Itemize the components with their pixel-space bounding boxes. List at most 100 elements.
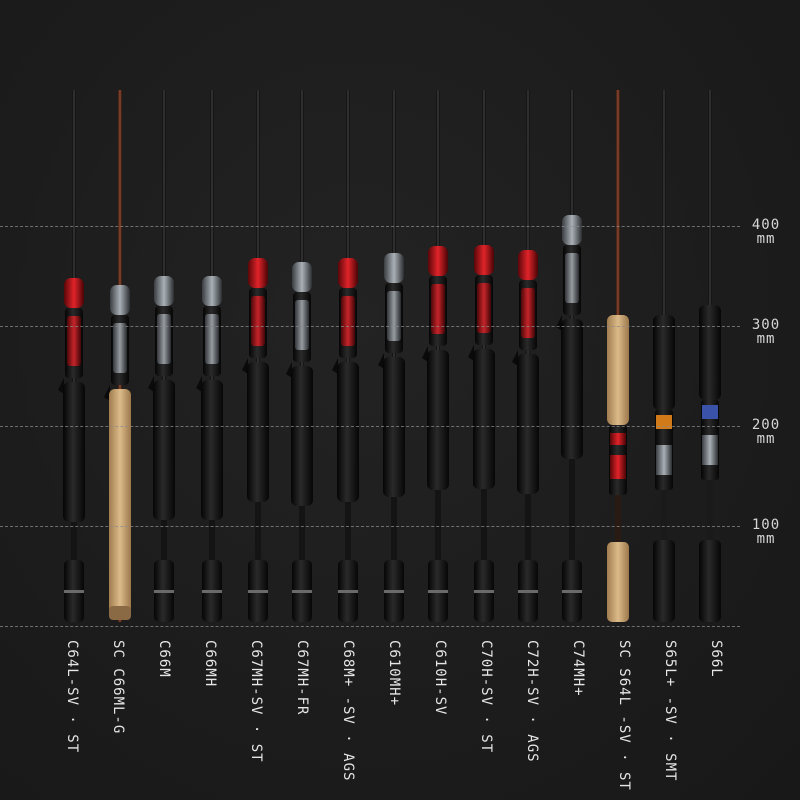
butt-ring-3 [202,590,222,593]
rear-blank-2 [161,520,167,560]
rod-label-c70h: C70H-SV · ST [478,640,494,754]
trigger-7 [378,353,384,369]
rod-label-c64l: C64L-SV · ST [64,640,80,754]
reel-seat-nut-6 [338,258,358,288]
butt-ring-6 [338,590,358,593]
reel-seat-nut-5 [292,262,312,292]
gridline-400mm [0,226,740,227]
rod-label-sc-s64l: SC S64L -SV · ST [616,640,632,791]
seat-accent-12 [610,433,626,445]
reel-seat-nut-0 [64,278,84,308]
rear-grip-2 [153,380,175,520]
trigger-11 [556,315,562,331]
scale-unit: mm [756,431,776,447]
scale-unit: mm [756,231,776,247]
rod-label-c72h: C72H-SV · AGS [524,640,540,763]
rear-grip-1 [109,389,131,620]
seat-accent-10 [521,288,535,338]
rod-blank-7 [392,90,396,622]
reel-seat-nut-2 [154,276,174,306]
scale-label-400: 400 mm [746,218,786,246]
rear-grip-3 [201,380,223,520]
seat-accent-0 [67,316,81,366]
rear-blank-10 [525,494,531,560]
reel-seat-nut-7 [384,253,404,283]
trigger-2 [148,376,154,392]
fore-grip-14 [699,305,721,400]
rod-label-c74mh: C74MH+ [570,640,586,697]
rear-blank-4 [255,502,261,560]
gridline-baseline [0,626,740,627]
trigger-1 [104,385,110,401]
rear-blank-5 [299,506,305,560]
seat-accent-12 [610,455,626,479]
butt-ring-4 [248,590,268,593]
rod-label-c610mh: C610MH+ [386,640,402,707]
scale-value: 400 [751,217,781,233]
rear-blank-12 [615,495,621,545]
butt-ring-2 [154,590,174,593]
seat-accent-5 [295,300,309,350]
seat-accent-8 [431,284,445,334]
trigger-3 [196,376,202,392]
rod-label-c67mh-fr: C67MH-FR [294,640,310,716]
seat-accent-1 [113,323,127,373]
seat-accent-14 [702,405,718,419]
rear-grip-5 [291,366,313,506]
rear-blank-11 [569,459,575,560]
rear-grip-8 [427,350,449,490]
trigger-10 [512,350,518,366]
seat-accent-3 [205,314,219,364]
seat-accent-9 [477,283,491,333]
butt-ring-11 [562,590,582,593]
rear-grip-6 [337,362,359,502]
rear-grip-10 [517,354,539,494]
rear-blank-7 [391,497,397,560]
seat-accent-11 [565,253,579,303]
trigger-5 [286,362,292,378]
butt-ring-10 [518,590,538,593]
seat-accent-2 [157,314,171,364]
rear-grip-4 [247,362,269,502]
seat-accent-13 [656,415,672,429]
rear-grip-11 [561,319,583,459]
seat-hood-14 [702,435,718,465]
rear-blank-8 [435,490,441,560]
reel-seat-nut-8 [428,246,448,276]
scale-unit: mm [756,331,776,347]
butt-ring-8 [428,590,448,593]
rear-blank-0 [71,522,77,560]
rear-blank-14 [707,480,713,540]
rear-blank-13 [661,490,667,550]
scale-label-200: 200 mm [746,418,786,446]
butt-ring-0 [64,590,84,593]
trigger-0 [58,378,64,394]
scale-value: 300 [751,317,781,333]
rod-label-c67mh-sv: C67MH-SV · ST [248,640,264,763]
rod-label-c68m: C68M+ -SV · AGS [340,640,356,782]
trigger-9 [468,345,474,361]
rear-blank-9 [481,489,487,560]
fore-grip-cork-12 [607,315,629,425]
seat-hood-13 [656,445,672,475]
butt-ring-5 [292,590,312,593]
trigger-4 [242,358,248,374]
butt-grip-14 [699,540,721,622]
rod-label-c610h: C610H-SV [432,640,448,716]
scale-value: 100 [751,517,781,533]
rod-label-c66mh: C66MH [202,640,218,688]
reel-seat-nut-4 [248,258,268,288]
rear-blank-6 [345,502,351,560]
gridline-100mm [0,526,740,527]
reel-seat-nut-3 [202,276,222,306]
rod-label-c66m: C66M [156,640,172,678]
rear-grip-9 [473,349,495,489]
trigger-8 [422,346,428,362]
rear-blank-3 [209,520,215,560]
rear-grip-7 [383,357,405,497]
butt-ring-7 [384,590,404,593]
rod-label-sc-c66ml: SC C66ML-G [110,640,126,735]
butt-ring-9 [474,590,494,593]
